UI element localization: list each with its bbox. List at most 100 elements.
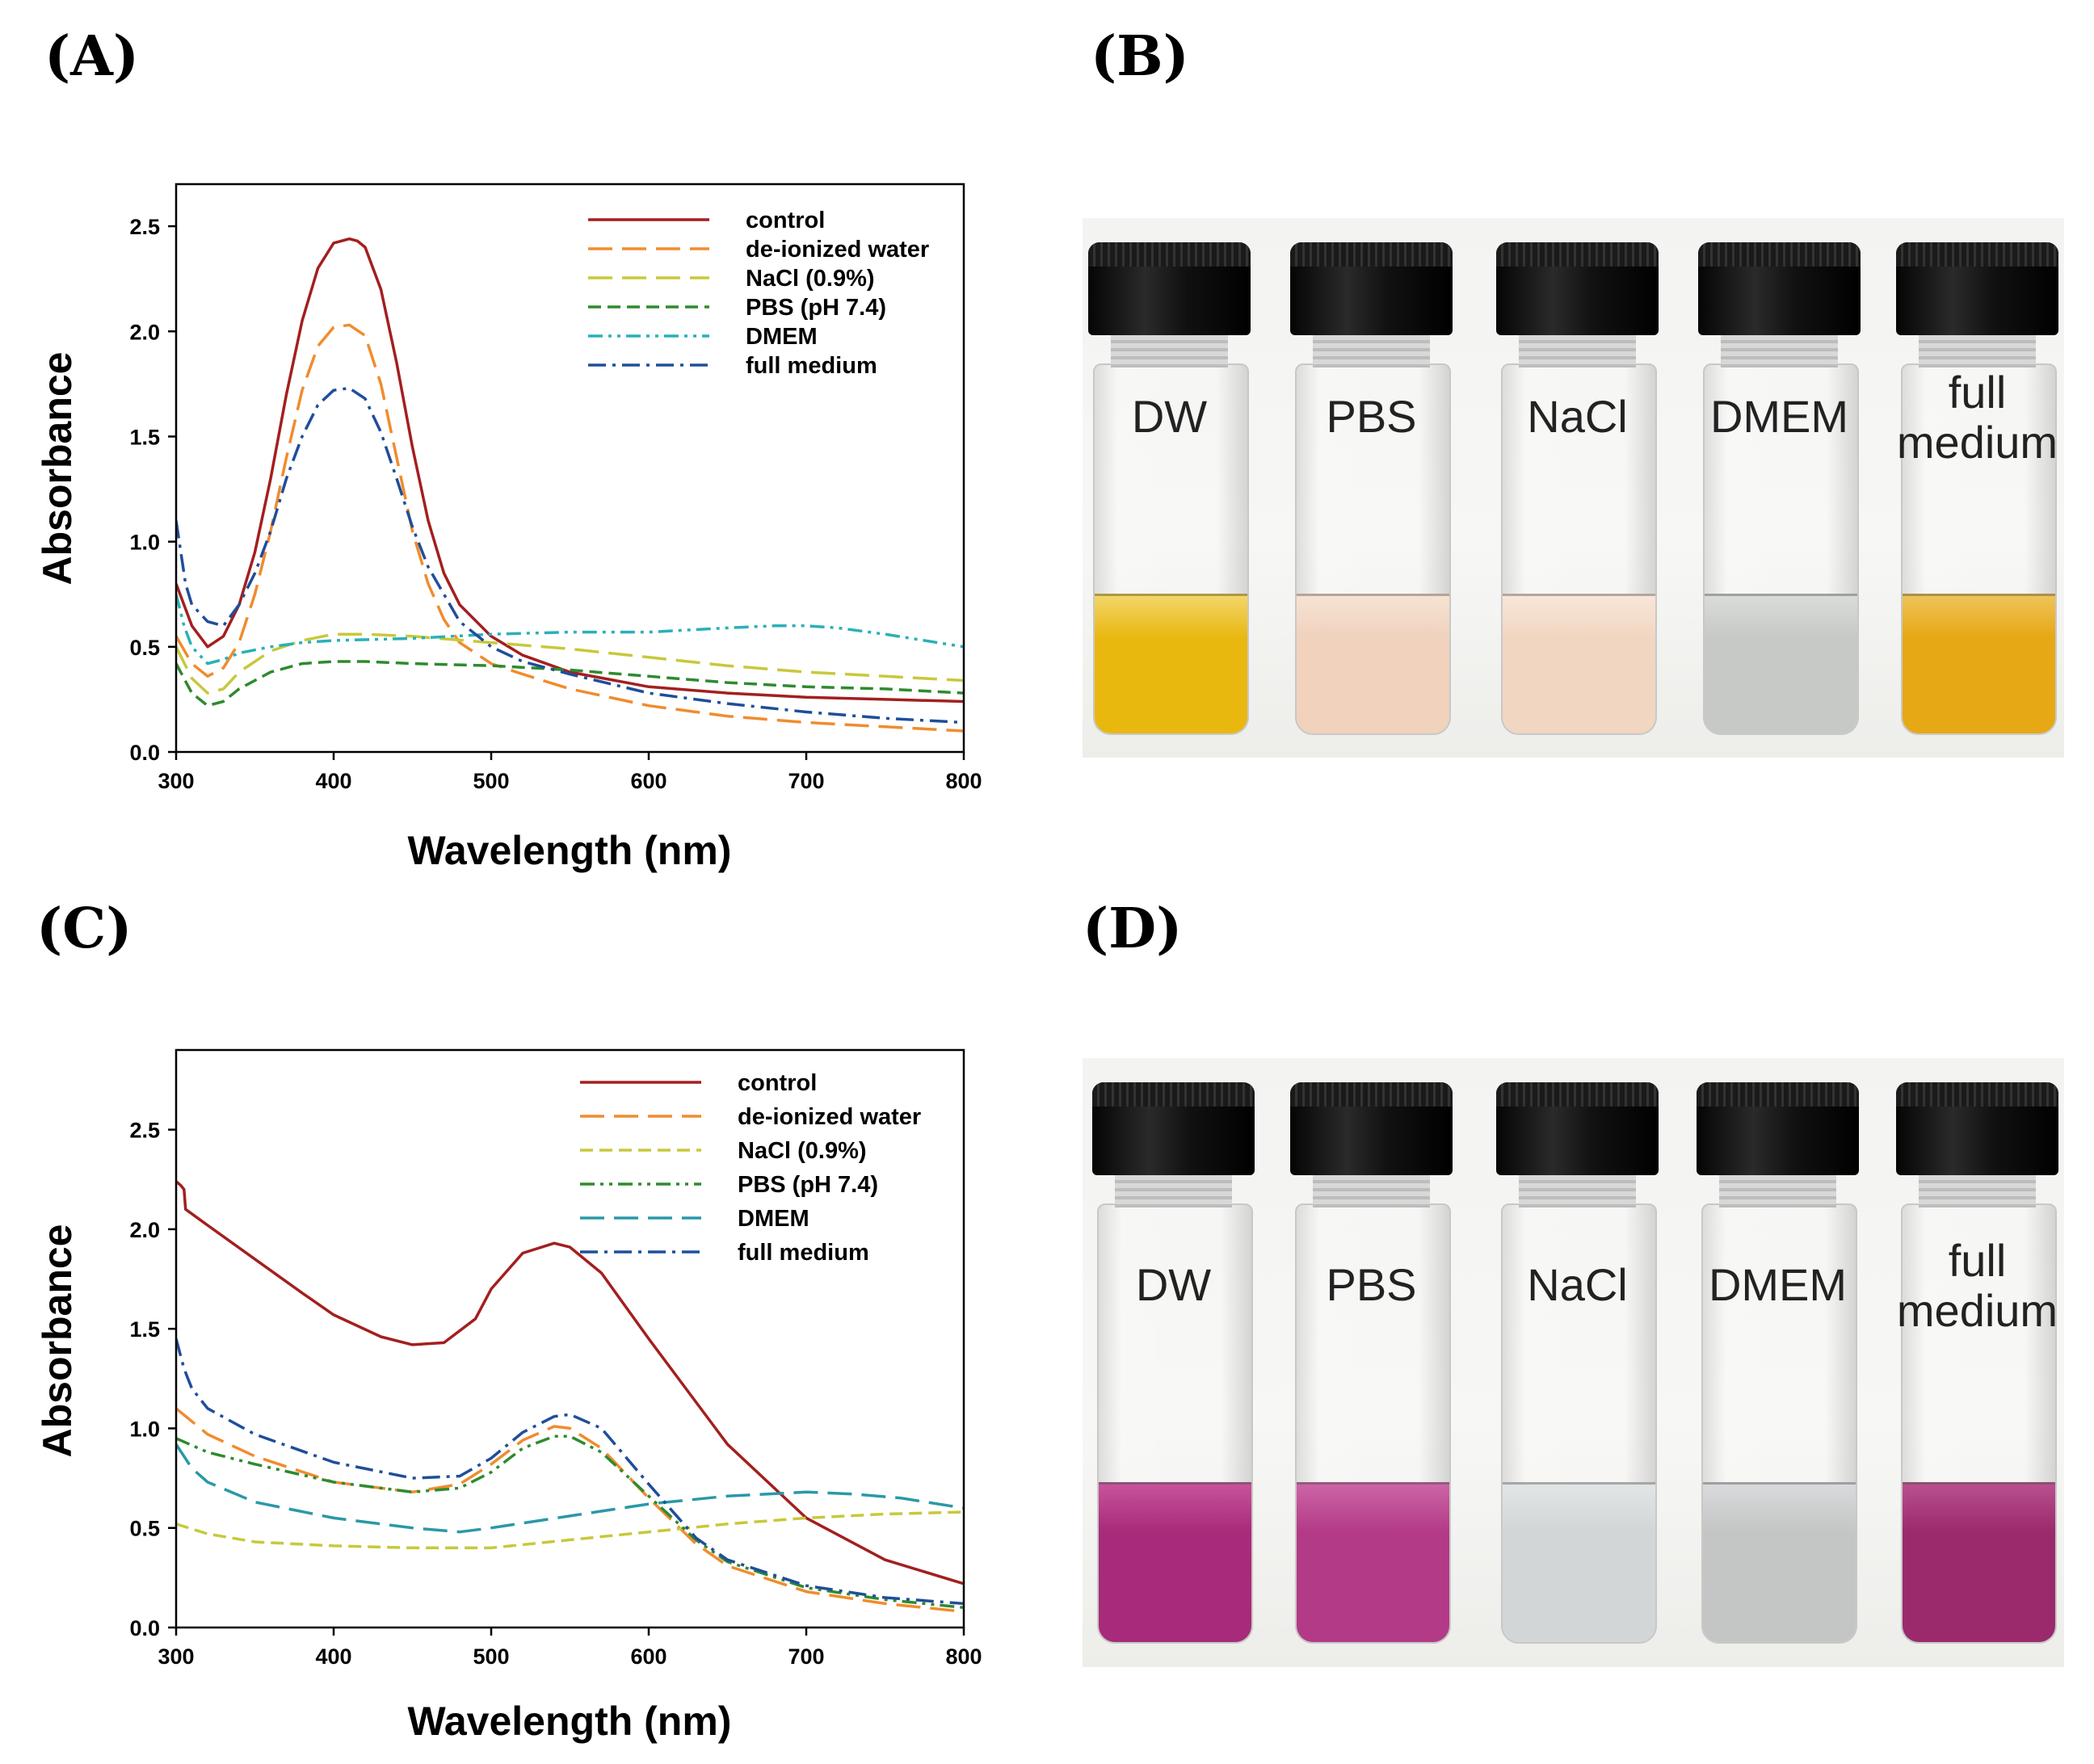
vial-label: DMEM: [1709, 391, 1849, 442]
y-tick-label-a-1: 0.5: [129, 636, 160, 660]
y-tick-label-a-3: 1.5: [129, 425, 160, 449]
vial-glass: [1901, 363, 2057, 735]
x-tick-label-c-3: 600: [630, 1644, 666, 1669]
vial-cap: [1290, 1082, 1453, 1175]
vial-liquid: [1503, 1482, 1655, 1642]
legend-label-a-2: NaCl (0.9%): [746, 266, 875, 292]
vial-liquid: [1503, 594, 1655, 733]
vial-d-0: DW: [1091, 1066, 1256, 1660]
vial-b-3: DMEM: [1697, 226, 1862, 751]
series-line-c-5: [176, 1338, 964, 1606]
legend-label-a-1: de-ionized water: [746, 237, 929, 262]
vial-glass: [1295, 363, 1451, 735]
y-tick-label-c-5: 2.5: [129, 1119, 160, 1143]
vial-neck: [1313, 335, 1430, 368]
legend-label-c-5: full medium: [738, 1240, 869, 1266]
vial-d-4: full medium: [1894, 1066, 2060, 1660]
vial-b-1: PBS: [1289, 226, 1454, 751]
vial-glass: [1097, 1203, 1253, 1644]
legend-label-a-3: PBS (pH 7.4): [746, 295, 886, 321]
vial-liquid: [1099, 1482, 1251, 1642]
vial-cap: [1697, 1082, 1859, 1175]
panel-label-b: (B): [1091, 24, 1189, 89]
vial-cap: [1896, 1082, 2058, 1175]
vial-label: DMEM: [1708, 1259, 1848, 1310]
y-axis-title-a: Absorbance: [35, 352, 80, 586]
series-line-a-1: [176, 323, 964, 733]
vial-b-4: full medium: [1894, 226, 2060, 751]
legend-label-a-4: DMEM: [746, 324, 818, 350]
series-line-a-0: [176, 237, 964, 704]
vial-label: NaCl: [1527, 1259, 1628, 1310]
vial-glass: [1901, 1203, 2057, 1644]
x-tick-label-c-5: 800: [945, 1644, 982, 1669]
vial-glass: [1093, 363, 1249, 735]
chart-a: 300 400 500 600 700 800 0.0 0.5 1.0 1.5 2.0 2.5 Wave…: [35, 183, 982, 873]
vial-label: PBS: [1326, 391, 1417, 442]
vial-b-2: NaCl: [1495, 226, 1660, 751]
vial-d-1: PBS: [1289, 1066, 1454, 1660]
x-tick-label-a-2: 500: [473, 769, 509, 793]
series-line-c-1: [176, 1407, 964, 1614]
vial-cap: [1496, 242, 1659, 335]
vial-label: DW: [1131, 391, 1208, 442]
series-line-c-0: [176, 1180, 964, 1586]
legend-label-a-0: control: [746, 208, 825, 233]
plot-frame-a: [174, 183, 965, 754]
plot-frame-c: [174, 1048, 965, 1629]
vial-neck: [1919, 1175, 2036, 1208]
vial-liquid: [1297, 1482, 1449, 1642]
y-tick-label-a-0: 0.0: [129, 741, 160, 765]
y-tick-label-a-4: 2.0: [129, 320, 160, 344]
x-tick-label-c-0: 300: [158, 1644, 194, 1669]
series-line-a-3: [176, 660, 964, 708]
series-line-a-2: [176, 632, 964, 695]
vial-b-0: DW: [1087, 226, 1252, 751]
vial-liquid: [1903, 594, 2055, 733]
vial-liquid: [1705, 594, 1857, 733]
vial-d-2: NaCl: [1495, 1066, 1660, 1660]
vial-neck: [1519, 335, 1636, 368]
panel-label-c: (C): [36, 897, 132, 961]
vial-cap: [1698, 242, 1861, 335]
y-tick-label-c-3: 1.5: [129, 1317, 160, 1342]
y-axis-title-c: Absorbance: [35, 1224, 80, 1458]
vial-label: NaCl: [1527, 391, 1628, 442]
x-tick-label-a-5: 800: [945, 769, 982, 793]
y-tick-label-c-1: 0.5: [129, 1517, 160, 1541]
series-line-c-4: [176, 1443, 964, 1534]
vial-label: PBS: [1326, 1259, 1417, 1310]
legend-label-a-5: full medium: [746, 353, 877, 379]
vial-cap: [1496, 1082, 1659, 1175]
vial-cap: [1092, 1082, 1255, 1175]
vial-liquid: [1297, 594, 1449, 733]
vial-neck: [1719, 1175, 1836, 1208]
vial-glass: [1701, 1203, 1857, 1644]
y-tick-label-c-4: 2.0: [129, 1218, 160, 1242]
x-tick-label-c-2: 500: [473, 1644, 509, 1669]
vial-neck: [1313, 1175, 1430, 1208]
chart-c: 300 400 500 600 700 800 0.0 0.5 1.0 1.5 2.0 2.5 Wave…: [35, 1048, 982, 1744]
x-tick-label-a-3: 600: [630, 769, 666, 793]
vials-photo-b: DW PBS NaCl DMEM full medium: [1083, 218, 2064, 758]
vial-liquid: [1095, 594, 1247, 733]
vial-glass: [1501, 363, 1657, 735]
panel-label-a: (A): [44, 24, 140, 89]
vials-photo-d: DW PBS NaCl DMEM full medium: [1083, 1058, 2064, 1667]
x-axis-title-a: Wavelength (nm): [408, 828, 732, 873]
series-line-c-2: [176, 1510, 964, 1550]
vial-glass: [1501, 1203, 1657, 1644]
vial-liquid: [1903, 1482, 2055, 1642]
vial-neck: [1721, 335, 1838, 368]
series-line-a-4: [176, 594, 964, 666]
series-line-c-3: [176, 1434, 964, 1610]
legend-label-c-4: DMEM: [738, 1206, 809, 1232]
vial-cap: [1088, 242, 1251, 335]
vial-neck: [1519, 1175, 1636, 1208]
y-tick-label-c-0: 0.0: [129, 1616, 160, 1640]
series-line-a-5: [176, 386, 964, 724]
vial-liquid: [1703, 1482, 1856, 1642]
y-tick-label-a-5: 2.5: [129, 215, 160, 239]
x-tick-label-a-1: 400: [315, 769, 351, 793]
